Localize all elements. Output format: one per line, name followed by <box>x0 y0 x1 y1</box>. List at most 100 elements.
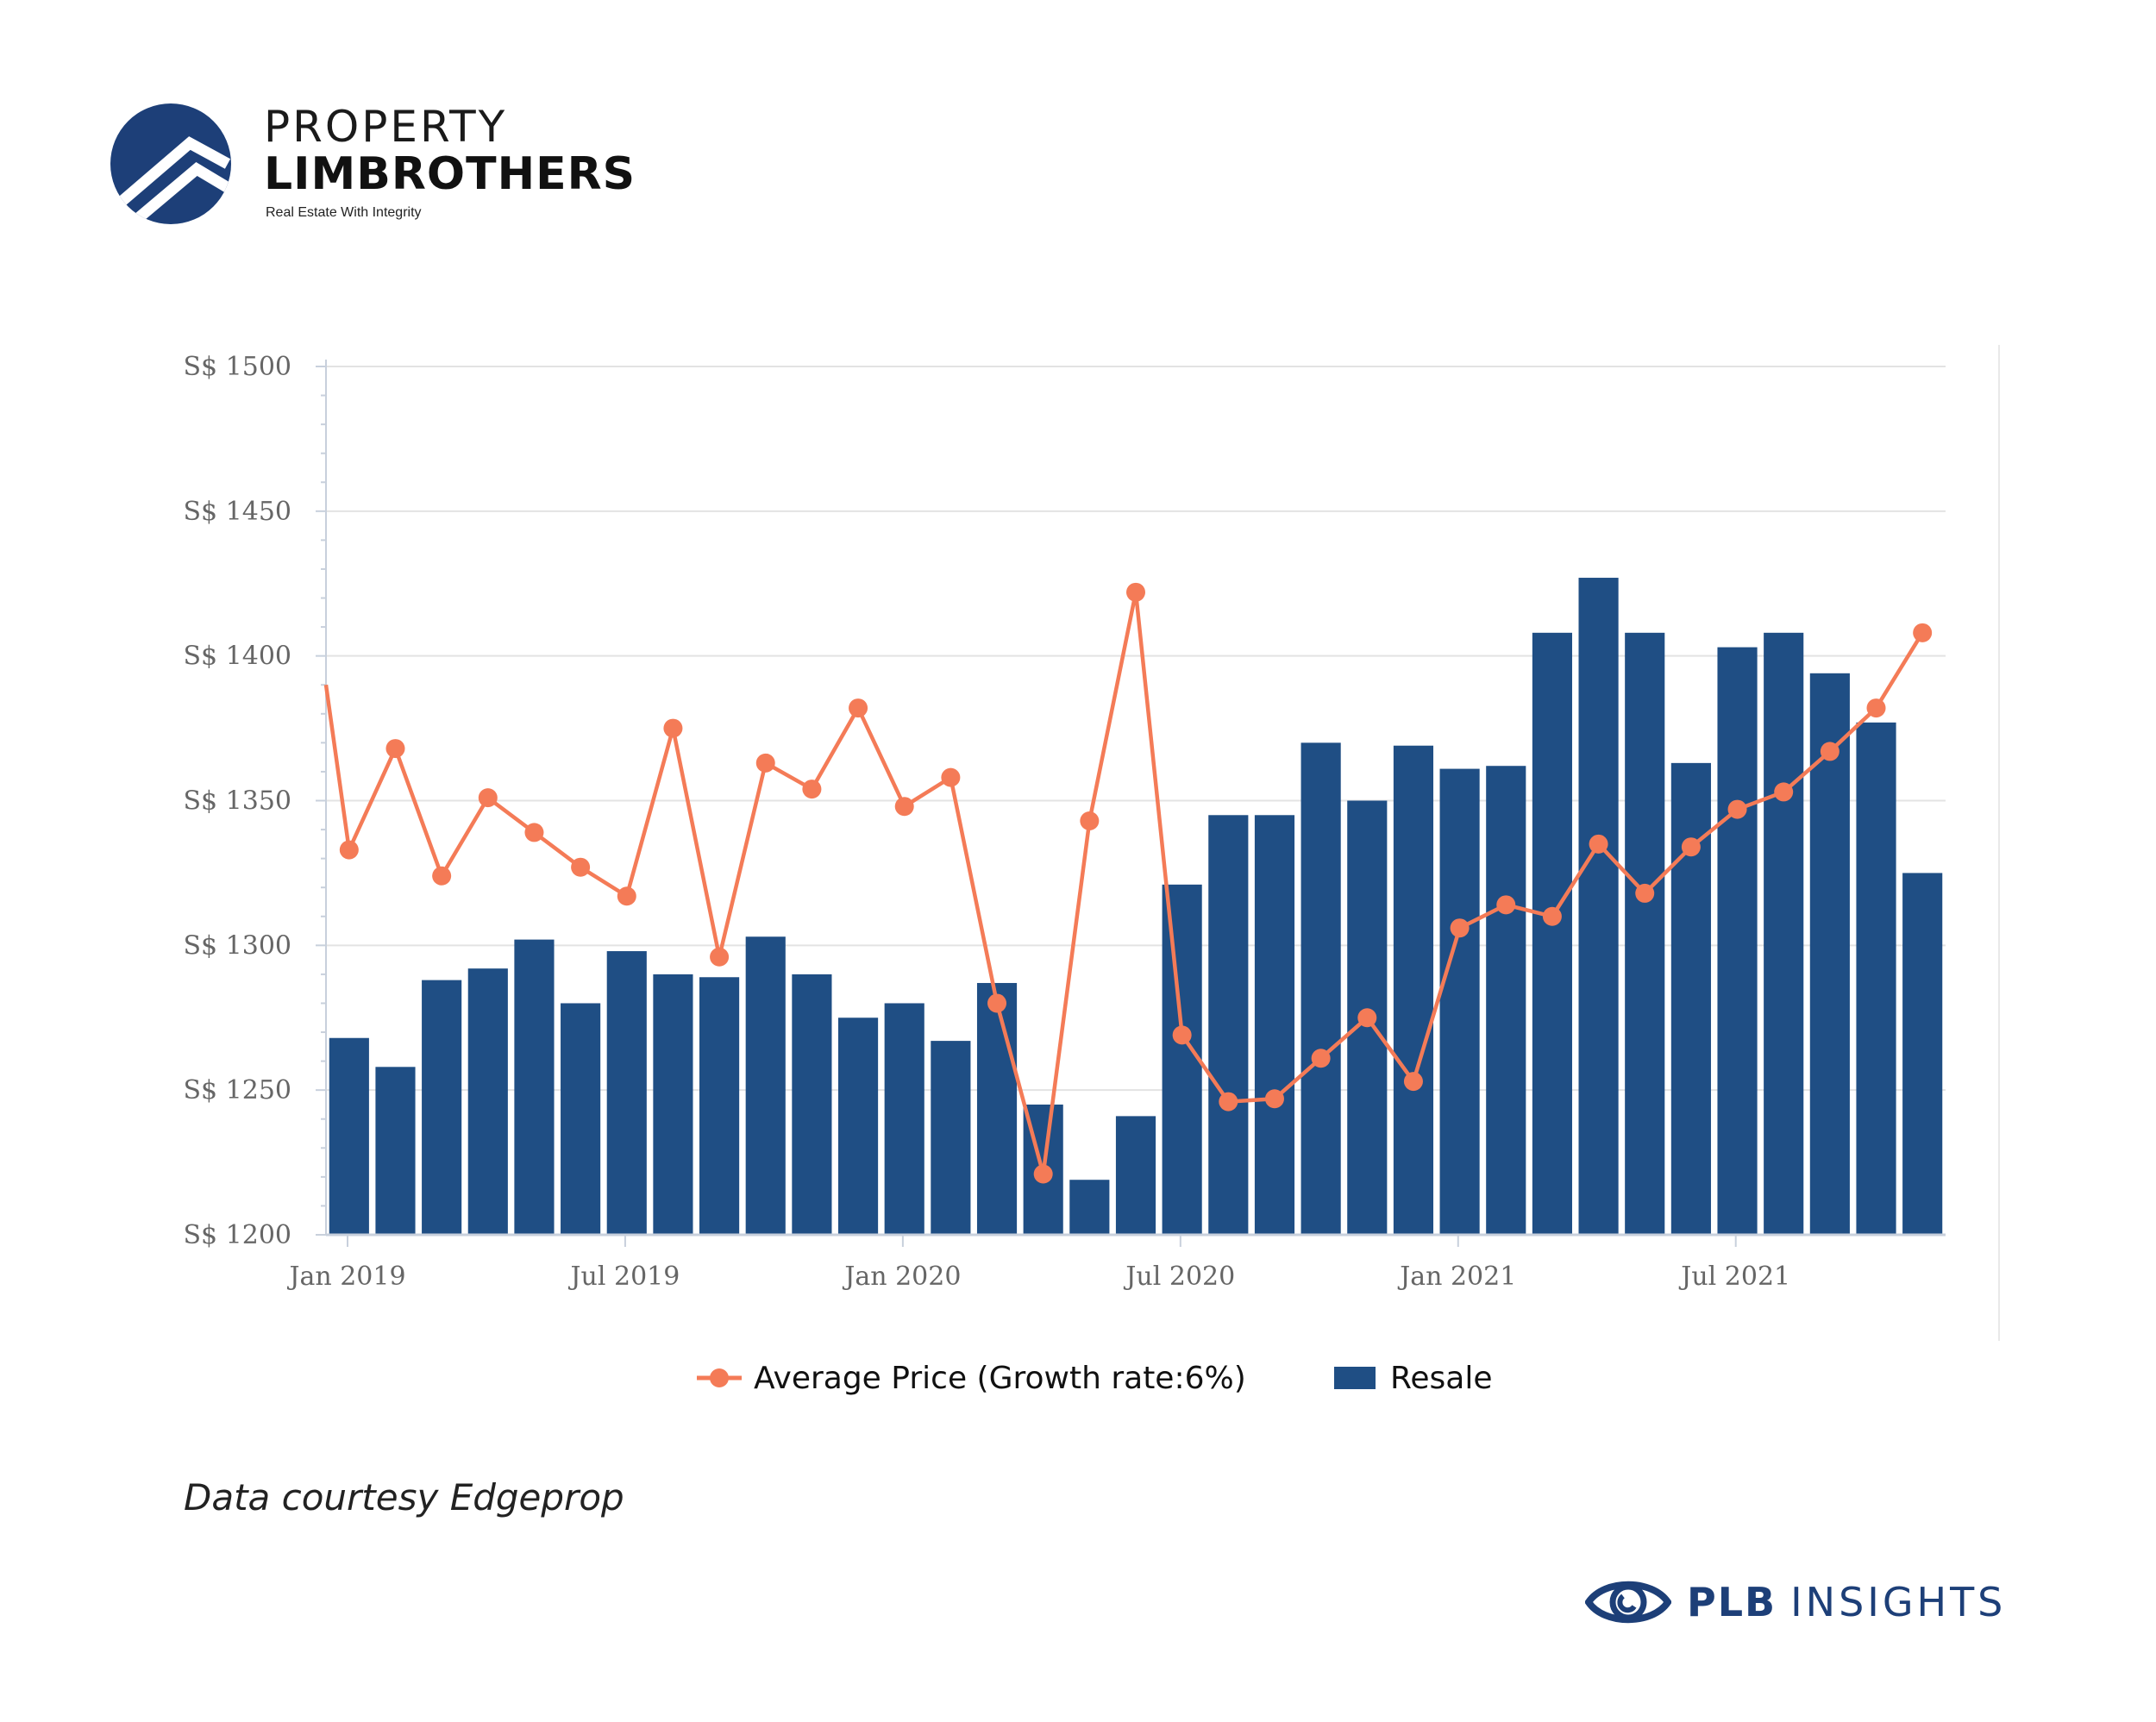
average-price-point[interactable] <box>478 788 498 808</box>
average-price-point[interactable] <box>571 857 591 877</box>
x-tick-label: Jul 2021 <box>1678 1262 1790 1292</box>
resale-bar[interactable] <box>931 1041 971 1235</box>
average-price-point[interactable] <box>987 993 1007 1013</box>
resale-bar[interactable] <box>653 974 693 1235</box>
average-price-point[interactable] <box>1913 623 1933 642</box>
average-price-point[interactable] <box>1635 883 1655 903</box>
brand-logo: PROPERTY LIMBROTHERS Real Estate With In… <box>110 102 635 231</box>
resale-bar[interactable] <box>1115 1116 1156 1235</box>
average-price-point[interactable] <box>385 739 405 759</box>
average-price-point[interactable] <box>1080 811 1100 830</box>
x-tick-label: Jan 2020 <box>842 1262 961 1292</box>
y-tick-label: S$ 1450 <box>183 497 291 527</box>
resale-bar[interactable] <box>1764 632 1804 1235</box>
resale-bar[interactable] <box>329 1037 369 1235</box>
resale-bar[interactable] <box>422 980 462 1235</box>
resale-bar[interactable] <box>1902 873 1943 1235</box>
resale-bar[interactable] <box>1625 632 1665 1235</box>
resale-bar[interactable] <box>1578 578 1619 1235</box>
x-axis-ticks: Jan 2019 Jul 2019 Jan 2020 Jul 2020 Jan 2021… <box>286 1235 1790 1292</box>
average-price-point[interactable] <box>710 947 730 967</box>
average-price-point[interactable] <box>1403 1072 1423 1092</box>
resale-bar[interactable] <box>1254 815 1295 1235</box>
plb-insights-logo: PLB INSIGHTS <box>1585 1568 2006 1637</box>
average-price-point[interactable] <box>1450 918 1470 938</box>
resale-bar[interactable] <box>1809 673 1850 1235</box>
y-tick-label: S$ 1300 <box>183 930 291 961</box>
x-tick-label: Jan 2019 <box>286 1262 405 1292</box>
brand-tagline: Real Estate With Integrity <box>266 205 422 220</box>
average-price-point[interactable] <box>941 767 961 787</box>
average-price-point[interactable] <box>1774 782 1794 802</box>
resale-bar[interactable] <box>561 1003 601 1235</box>
x-tick-label: Jul 2020 <box>1123 1262 1235 1292</box>
x-tick-label: Jan 2021 <box>1397 1262 1516 1292</box>
resale-bar[interactable] <box>1300 742 1341 1235</box>
resale-bar[interactable] <box>1069 1180 1110 1235</box>
resale-bar[interactable] <box>514 939 555 1235</box>
average-price-point[interactable] <box>1126 582 1145 602</box>
average-price-point[interactable] <box>1172 1025 1192 1045</box>
average-price-point[interactable] <box>617 886 636 906</box>
y-tick-label: S$ 1350 <box>183 786 291 817</box>
average-price-point[interactable] <box>1866 698 1886 718</box>
average-price-point[interactable] <box>1820 742 1839 761</box>
y-tick-label: S$ 1400 <box>183 642 291 672</box>
property-limbrothers-logo-icon <box>110 103 231 224</box>
resale-bar[interactable] <box>1162 884 1202 1235</box>
resale-bar[interactable] <box>792 974 832 1235</box>
average-price-point[interactable] <box>1542 906 1562 926</box>
resale-bar[interactable] <box>375 1067 416 1235</box>
resale-bar[interactable] <box>1532 632 1572 1235</box>
resale-bar[interactable] <box>606 951 647 1235</box>
resale-bars <box>329 578 1943 1235</box>
resale-bar[interactable] <box>837 1018 879 1235</box>
y-tick-label: S$ 1200 <box>183 1220 291 1250</box>
legend-item-average-price[interactable]: Average Price (Growth rate:6%) <box>695 1352 1246 1404</box>
average-price-point[interactable] <box>1496 895 1516 915</box>
brand-name-line1: PROPERTY <box>264 102 508 152</box>
average-price-point[interactable] <box>1033 1164 1053 1184</box>
resale-bar[interactable] <box>467 968 508 1235</box>
average-price-polyline <box>323 590 1925 1176</box>
resale-bar[interactable] <box>1393 745 1434 1235</box>
average-price-point[interactable] <box>1681 837 1701 857</box>
y-tick-label: S$ 1250 <box>183 1075 291 1105</box>
resale-bar[interactable] <box>1486 766 1526 1235</box>
average-price-point[interactable] <box>432 866 452 886</box>
average-price-point[interactable] <box>894 797 914 817</box>
average-price-point[interactable] <box>339 840 359 860</box>
average-price-line <box>323 582 1933 1184</box>
resale-bar[interactable] <box>699 977 740 1235</box>
resale-bar[interactable] <box>745 936 786 1235</box>
average-price-point[interactable] <box>1264 1089 1284 1109</box>
resale-bar[interactable] <box>884 1003 924 1235</box>
resale-bar[interactable] <box>1856 722 1896 1235</box>
average-price-point[interactable] <box>1727 799 1747 819</box>
average-price-point[interactable] <box>755 753 775 773</box>
average-price-point[interactable] <box>849 698 868 718</box>
average-price-point[interactable] <box>1589 834 1608 854</box>
y-axis-ticks: S$ 1200 S$ 1250 S$ 1300 S$ 1350 S$ 1400 S$ 14… <box>183 352 291 1250</box>
legend-item-resale[interactable]: Resale <box>1333 1352 1493 1404</box>
average-price-point[interactable] <box>663 718 683 738</box>
legend-label-average-price: Average Price (Growth rate:6%) <box>754 1360 1246 1396</box>
resale-bar[interactable] <box>1439 768 1480 1235</box>
average-price-point[interactable] <box>802 780 822 799</box>
average-price-point[interactable] <box>1219 1092 1238 1111</box>
average-price-point[interactable] <box>524 823 544 842</box>
insights-text: INSIGHTS <box>1790 1579 2007 1625</box>
chart-legend: Average Price (Growth rate:6%) Resale <box>0 1352 2156 1404</box>
resale-bar[interactable] <box>1717 647 1758 1235</box>
average-price-point[interactable] <box>1311 1049 1331 1068</box>
resale-bar[interactable] <box>1208 815 1249 1235</box>
legend-label-resale: Resale <box>1390 1360 1493 1396</box>
bar-swatch-icon <box>1334 1367 1376 1389</box>
line-marker-icon <box>697 1368 742 1387</box>
x-tick-label: Jul 2019 <box>568 1262 680 1292</box>
eye-icon <box>1585 1581 1671 1624</box>
average-price-point[interactable] <box>1357 1008 1377 1028</box>
resale-bar[interactable] <box>976 982 1018 1235</box>
plb-text: PLB <box>1687 1579 1777 1625</box>
